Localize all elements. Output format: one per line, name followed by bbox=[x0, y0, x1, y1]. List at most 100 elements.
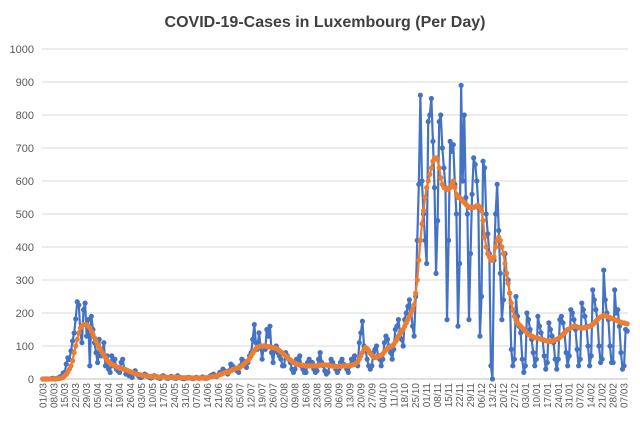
data-point bbox=[413, 290, 419, 296]
data-point bbox=[463, 194, 469, 201]
data-point bbox=[79, 340, 85, 346]
data-point bbox=[488, 363, 494, 369]
data-point bbox=[317, 350, 323, 356]
y-tick-label: 1000 bbox=[10, 44, 34, 56]
data-point bbox=[518, 330, 524, 336]
data-point bbox=[444, 317, 450, 323]
data-point bbox=[259, 356, 265, 362]
x-tick-label: 27/12 bbox=[510, 383, 521, 408]
x-tick-label: 23/08 bbox=[312, 383, 323, 408]
data-point bbox=[621, 363, 627, 369]
data-point bbox=[602, 297, 608, 303]
data-point bbox=[560, 320, 566, 326]
x-tick-label: 20/12 bbox=[499, 383, 510, 408]
data-point bbox=[510, 307, 516, 313]
series bbox=[40, 155, 630, 382]
x-tick-label: 26/07 bbox=[269, 383, 280, 408]
data-point bbox=[610, 359, 616, 366]
data-point bbox=[107, 369, 113, 375]
data-point bbox=[303, 369, 309, 375]
data-point bbox=[416, 257, 422, 263]
data-point bbox=[395, 317, 402, 323]
data-point bbox=[447, 138, 453, 144]
data-point bbox=[438, 175, 444, 181]
x-tick-label: 18/10 bbox=[400, 383, 411, 408]
x-tick-label: 08/03 bbox=[49, 383, 60, 408]
data-point bbox=[425, 178, 431, 184]
x-tick-label: 20/09 bbox=[356, 383, 367, 408]
x-tick-label: 10/05 bbox=[148, 383, 159, 408]
data-point bbox=[314, 368, 320, 374]
data-point bbox=[428, 165, 434, 171]
x-tick-label: 13/09 bbox=[345, 383, 356, 408]
data-point bbox=[356, 340, 362, 346]
x-tick-label: 28/02 bbox=[609, 383, 620, 408]
data-point bbox=[577, 356, 583, 362]
data-point bbox=[450, 142, 456, 148]
data-point bbox=[461, 112, 467, 118]
data-point bbox=[508, 300, 514, 306]
data-point bbox=[112, 356, 118, 362]
data-point bbox=[549, 333, 555, 339]
data-point bbox=[433, 270, 439, 276]
data-point bbox=[364, 356, 370, 362]
data-point bbox=[109, 353, 115, 359]
data-point bbox=[508, 346, 514, 352]
data-point bbox=[452, 185, 458, 191]
x-tick-label: 12/04 bbox=[104, 383, 115, 408]
data-point bbox=[491, 254, 497, 260]
data-point bbox=[522, 363, 528, 369]
data-point bbox=[430, 138, 436, 144]
data-point bbox=[536, 323, 543, 329]
x-tick-label: 16/08 bbox=[302, 383, 313, 408]
data-point bbox=[409, 323, 416, 329]
data-point bbox=[80, 307, 87, 313]
x-tick-label: 15/03 bbox=[60, 383, 71, 408]
data-point bbox=[120, 356, 126, 362]
data-point bbox=[497, 270, 503, 276]
y-tick-label: 600 bbox=[16, 176, 34, 188]
data-point bbox=[420, 208, 427, 214]
data-point bbox=[101, 340, 107, 346]
data-point bbox=[351, 353, 358, 359]
data-point bbox=[565, 363, 571, 369]
data-point bbox=[503, 270, 510, 276]
data-point bbox=[297, 353, 303, 359]
data-point bbox=[571, 317, 577, 323]
data-point bbox=[624, 321, 630, 327]
data-point bbox=[388, 350, 394, 356]
data-point bbox=[496, 227, 502, 234]
x-tick-label: 12/07 bbox=[247, 383, 258, 408]
data-point bbox=[435, 156, 441, 163]
data-point bbox=[590, 287, 596, 293]
data-point bbox=[500, 251, 507, 257]
data-point bbox=[469, 191, 475, 197]
data-point bbox=[253, 340, 259, 346]
y-tick-label: 400 bbox=[16, 242, 34, 254]
data-point bbox=[95, 359, 101, 366]
data-point bbox=[460, 178, 466, 184]
data-point bbox=[599, 356, 605, 362]
data-point bbox=[467, 251, 474, 257]
x-tick-label: 28/06 bbox=[225, 383, 236, 408]
data-point bbox=[499, 244, 505, 250]
data-point bbox=[428, 95, 434, 102]
x-tick-label: 09/08 bbox=[291, 383, 302, 408]
data-point bbox=[530, 350, 536, 356]
data-point bbox=[411, 333, 417, 339]
x-tick-label: 29/03 bbox=[82, 383, 93, 408]
data-point bbox=[601, 267, 607, 273]
data-point bbox=[582, 313, 588, 319]
data-point bbox=[544, 359, 550, 366]
y-tick-label: 900 bbox=[16, 77, 34, 89]
data-point bbox=[472, 161, 478, 168]
x-tick-label: 31/01 bbox=[565, 383, 576, 408]
data-point bbox=[482, 165, 488, 171]
data-point bbox=[445, 237, 452, 243]
data-point bbox=[129, 374, 135, 380]
data-point bbox=[411, 302, 417, 308]
x-tick-label: 02/08 bbox=[280, 383, 291, 408]
data-point bbox=[389, 356, 395, 362]
data-point bbox=[588, 353, 594, 359]
data-point bbox=[525, 317, 532, 323]
